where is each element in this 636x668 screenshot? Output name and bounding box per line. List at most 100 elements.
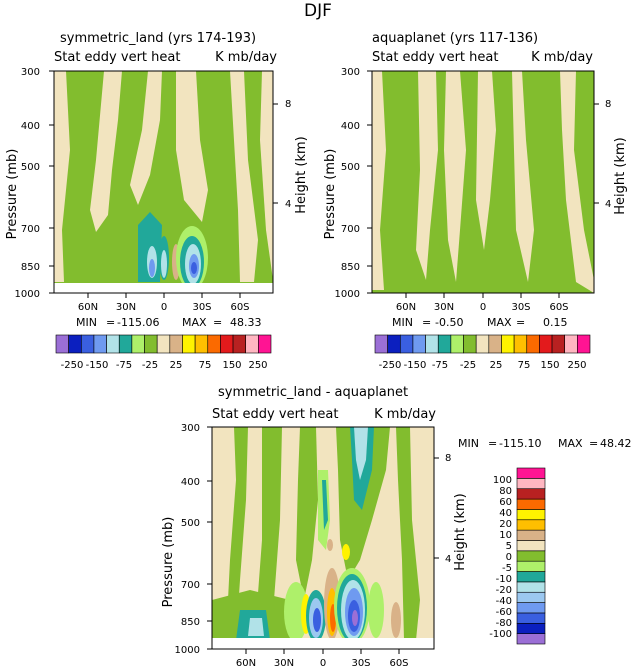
panel2-ylabel: Pressure (mb) xyxy=(323,149,338,240)
colorbar-swatch xyxy=(516,519,546,531)
panel3-ytick-700: 700 xyxy=(181,580,200,591)
panel3-ylabel-right: Height (km) xyxy=(453,493,468,570)
panel3-cbar-label-12: -60 xyxy=(496,607,512,618)
panel2-cbar-label-2: -75 xyxy=(432,360,448,371)
colorbar-swatch xyxy=(169,334,183,354)
panel3-cbar-label-3: 40 xyxy=(499,508,512,519)
panel1-units: K mb/day xyxy=(215,50,277,65)
colorbar-swatch xyxy=(551,334,566,354)
panel2-title: aquaplanet (yrs 117-136) xyxy=(372,31,538,46)
panel3-cbar-label-0: 100 xyxy=(493,475,512,486)
panel2-ytick-300: 300 xyxy=(341,67,360,78)
panel2-plot-area xyxy=(371,70,595,294)
panel3-max-value: 48.42 xyxy=(600,437,632,450)
panel2-xtick-30n: 30N xyxy=(434,302,454,313)
panel1-max-label: MAX xyxy=(182,316,207,329)
panel3-ytick-400: 400 xyxy=(181,477,200,488)
colorbar-swatch xyxy=(526,334,540,354)
colorbar-swatch xyxy=(516,560,546,572)
panel2-min-label: MIN xyxy=(392,316,413,329)
colorbar-swatch xyxy=(516,622,546,634)
panel3-cbar-label-8: -5 xyxy=(502,563,512,574)
panel2-xtick-0: 0 xyxy=(480,302,486,313)
panel3-ytick-1000: 1000 xyxy=(175,645,200,656)
colorbar-swatch xyxy=(156,334,171,354)
colorbar-swatch xyxy=(80,334,95,354)
colorbar-swatch xyxy=(182,334,196,354)
panel2-ytick-400: 400 xyxy=(341,121,360,132)
panel3-units: K mb/day xyxy=(374,407,436,422)
panel1-cbar-label-6: 150 xyxy=(222,360,241,371)
panel1-cbar-label-7: 250 xyxy=(248,360,267,371)
panel2-cbar-label-5: 75 xyxy=(518,360,531,371)
svg-text:=: = xyxy=(516,316,525,329)
panel1-xtick-60s: 60S xyxy=(230,302,249,313)
panel3-cbar-label-14: -100 xyxy=(489,629,512,640)
colorbar-swatch xyxy=(387,334,401,354)
panel2-units: K mb/day xyxy=(531,50,593,65)
panel3-subtitle: Stat eddy vert heat xyxy=(212,407,338,422)
panel1-colorbar xyxy=(55,334,272,354)
panel1-ytick-400: 400 xyxy=(21,121,40,132)
colorbar-swatch xyxy=(577,334,591,354)
panel1-ytick-500: 500 xyxy=(21,162,40,173)
panel2-xtick-60n: 60N xyxy=(396,302,416,313)
colorbar-swatch xyxy=(516,591,546,603)
panel3-ytick-right-4: 4 xyxy=(445,554,451,565)
panel1-cbar-label-0: -250 xyxy=(61,360,84,371)
colorbar-swatch xyxy=(516,612,546,624)
colorbar-swatch xyxy=(501,334,515,354)
panel2-cbar-label-6: 150 xyxy=(540,360,559,371)
panel3-cbar-label-9: -10 xyxy=(496,574,512,585)
panel1-cbar-label-5: 75 xyxy=(199,360,212,371)
panel3-xtick-30n: 30N xyxy=(274,658,294,668)
colorbar-swatch xyxy=(131,334,145,354)
panel3-xtick-60n: 60N xyxy=(236,658,256,668)
svg-text:=: = xyxy=(213,316,222,329)
panel2-ytick-1000: 1000 xyxy=(335,289,360,300)
colorbar-swatch xyxy=(93,334,107,354)
panel3-min-label: MIN xyxy=(458,437,479,450)
panel1-cbar-label-3: -25 xyxy=(142,360,158,371)
colorbar-swatch xyxy=(399,334,414,354)
svg-text:=: = xyxy=(488,437,497,450)
panel2-cbar-label-0: -250 xyxy=(379,360,402,371)
colorbar-swatch xyxy=(539,334,553,354)
colorbar-swatch xyxy=(516,498,546,510)
panel1-ytick-850: 850 xyxy=(21,262,40,273)
panel1-xtick-60n: 60N xyxy=(78,302,98,313)
panel3-cbar-label-2: 60 xyxy=(499,497,512,508)
colorbar-swatch xyxy=(437,334,452,354)
panel1-cbar-label-2: -75 xyxy=(116,360,132,371)
panel1-title: symmetric_land (yrs 174-193) xyxy=(60,31,256,46)
panel-aquaplanet: aquaplanet (yrs 117-136) Stat eddy vert … xyxy=(323,31,628,371)
panel3-max-label: MAX xyxy=(558,437,583,450)
panel3-ytick-850: 850 xyxy=(181,617,200,628)
colorbar-swatch xyxy=(55,334,69,354)
panel2-cbar-label-7: 250 xyxy=(567,360,586,371)
panel2-cbar-label-3: -25 xyxy=(460,360,476,371)
svg-text:=: = xyxy=(422,316,431,329)
panel3-xtick-60s: 60S xyxy=(389,658,408,668)
panel3-cbar-label-4: 20 xyxy=(499,519,512,530)
colorbar-swatch xyxy=(488,334,502,354)
colorbar-swatch xyxy=(374,334,388,354)
panel3-cbar-label-13: -80 xyxy=(496,618,512,629)
colorbar-swatch xyxy=(516,633,546,645)
panel3-cbar-label-7: 0 xyxy=(506,552,512,563)
colorbar-swatch xyxy=(220,334,234,354)
colorbar-swatch xyxy=(463,334,477,354)
panel3-ytick-500: 500 xyxy=(181,518,200,529)
panel2-cbar-label-4: 25 xyxy=(490,360,503,371)
panel3-colorbar xyxy=(516,467,546,645)
colorbar-swatch xyxy=(425,334,439,354)
colorbar-swatch xyxy=(194,334,209,354)
panel3-cbar-label-6: 5 xyxy=(506,541,512,552)
panel2-xtick-60s: 60S xyxy=(549,302,568,313)
colorbar-swatch xyxy=(207,334,221,354)
colorbar-swatch xyxy=(513,334,528,354)
panel1-ytick-1000: 1000 xyxy=(15,289,40,300)
panel1-ytick-right-8: 8 xyxy=(285,99,291,110)
colorbar-swatch xyxy=(516,581,546,593)
panel2-ytick-right-4: 4 xyxy=(605,199,611,210)
